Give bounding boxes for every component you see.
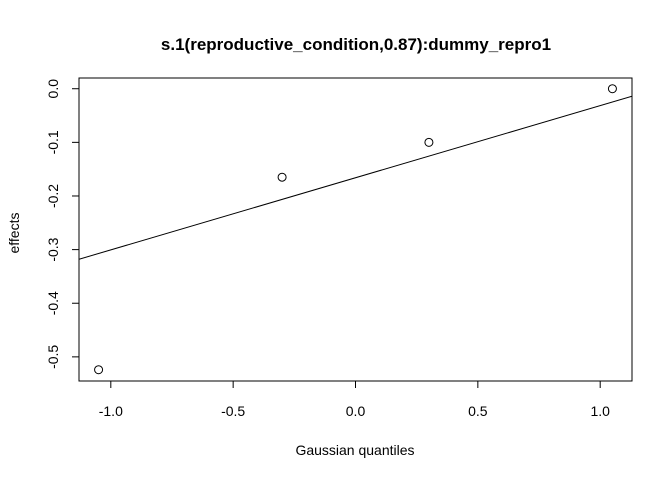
- reference-line: [79, 95, 632, 260]
- y-tick-label: -0.5: [45, 345, 61, 369]
- plot-frame: [78, 77, 633, 382]
- y-tick-label: -0.1: [45, 130, 61, 154]
- data-point: [607, 84, 617, 94]
- y-tick-label: -0.4: [45, 291, 61, 315]
- x-tick-label: -0.5: [221, 403, 245, 419]
- x-axis: -1.0 -0.5 0.0 0.5 1.0: [99, 380, 610, 419]
- data-point: [424, 137, 434, 147]
- y-tick-label: 0.0: [45, 79, 61, 99]
- plot-area: [79, 84, 632, 375]
- x-axis-label: Gaussian quantiles: [295, 442, 414, 458]
- x-tick-label: 0.0: [346, 403, 366, 419]
- y-tick-label: -0.2: [45, 184, 61, 208]
- x-tick-label: 1.0: [590, 403, 610, 419]
- chart-title: s.1(reproductive_condition,0.87):dummy_r…: [161, 35, 551, 54]
- x-tick-label: -1.0: [99, 403, 123, 419]
- y-axis-label: effects: [6, 213, 22, 254]
- y-tick-label: -0.3: [45, 237, 61, 261]
- y-axis: 0.0 -0.1 -0.2 -0.3 -0.4 -0.5: [45, 79, 80, 369]
- data-point: [94, 365, 104, 375]
- x-tick-label: 0.5: [468, 403, 488, 419]
- data-point: [277, 172, 287, 182]
